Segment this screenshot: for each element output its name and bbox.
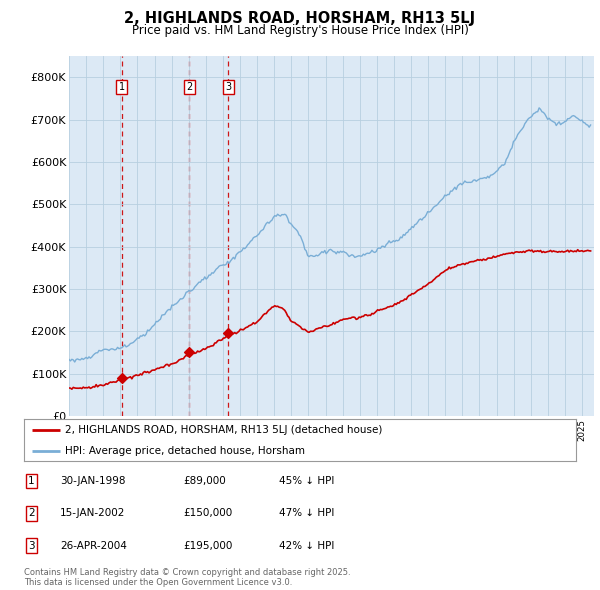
Text: £195,000: £195,000 [183,541,232,550]
Text: 30-JAN-1998: 30-JAN-1998 [60,476,125,486]
Text: 26-APR-2004: 26-APR-2004 [60,541,127,550]
Text: £89,000: £89,000 [183,476,226,486]
Text: HPI: Average price, detached house, Horsham: HPI: Average price, detached house, Hors… [65,446,305,455]
Text: 47% ↓ HPI: 47% ↓ HPI [279,509,334,518]
Point [185,348,194,357]
Text: Price paid vs. HM Land Registry's House Price Index (HPI): Price paid vs. HM Land Registry's House … [131,24,469,37]
Text: 45% ↓ HPI: 45% ↓ HPI [279,476,334,486]
Text: 3: 3 [226,81,232,91]
Text: 42% ↓ HPI: 42% ↓ HPI [279,541,334,550]
Text: 2, HIGHLANDS ROAD, HORSHAM, RH13 5LJ (detached house): 2, HIGHLANDS ROAD, HORSHAM, RH13 5LJ (de… [65,425,383,434]
Text: 2: 2 [28,509,35,518]
Point [117,373,127,383]
Text: 15-JAN-2002: 15-JAN-2002 [60,509,125,518]
Text: 2: 2 [186,81,193,91]
Point [224,329,233,338]
Text: 2, HIGHLANDS ROAD, HORSHAM, RH13 5LJ: 2, HIGHLANDS ROAD, HORSHAM, RH13 5LJ [124,11,476,25]
Text: 1: 1 [119,81,125,91]
Text: Contains HM Land Registry data © Crown copyright and database right 2025.
This d: Contains HM Land Registry data © Crown c… [24,568,350,587]
Text: £150,000: £150,000 [183,509,232,518]
Text: 1: 1 [28,476,35,486]
Text: 3: 3 [28,541,35,550]
